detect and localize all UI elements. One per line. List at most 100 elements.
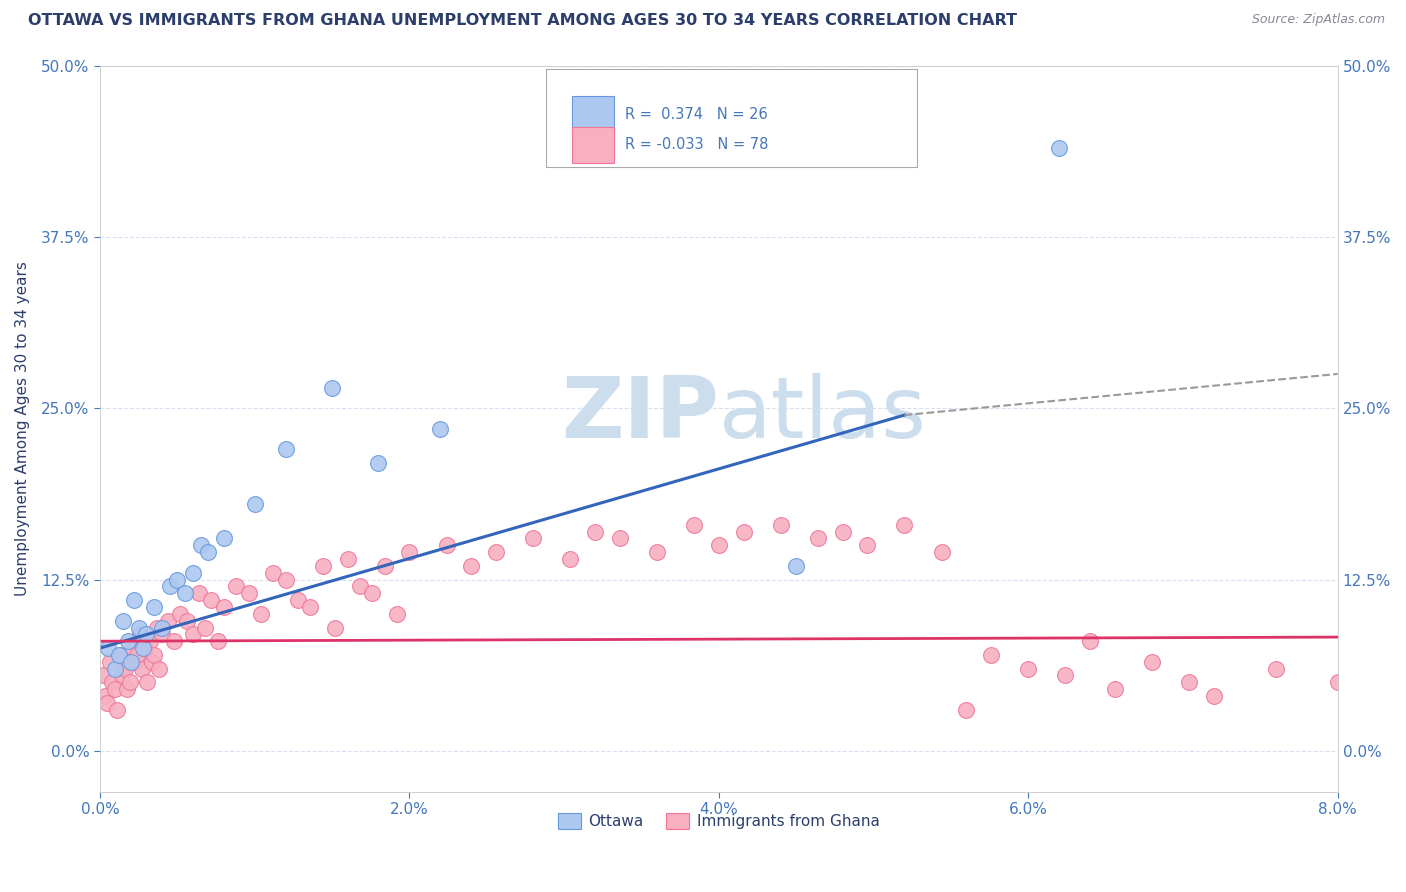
- Point: [238, 586, 260, 600]
- Text: R =  0.374   N = 26: R = 0.374 N = 26: [624, 106, 768, 121]
- Point: [200, 593, 222, 607]
- Text: atlas: atlas: [718, 373, 927, 456]
- Point: [98, 655, 121, 669]
- Point: [367, 456, 389, 470]
- Point: [157, 614, 180, 628]
- Point: [194, 620, 217, 634]
- Point: [1047, 141, 1070, 155]
- Point: [127, 648, 149, 662]
- Point: [114, 662, 136, 676]
- Y-axis label: Unemployment Among Ages 30 to 34 years: Unemployment Among Ages 30 to 34 years: [15, 261, 30, 596]
- Point: [243, 497, 266, 511]
- Text: Source: ZipAtlas.com: Source: ZipAtlas.com: [1251, 13, 1385, 27]
- Point: [856, 538, 879, 552]
- Point: [135, 627, 157, 641]
- Point: [312, 558, 335, 573]
- Point: [128, 620, 150, 634]
- Point: [1054, 668, 1077, 682]
- Point: [174, 586, 197, 600]
- Point: [274, 442, 297, 457]
- Point: [436, 538, 458, 552]
- Point: [176, 614, 198, 628]
- Point: [188, 586, 211, 600]
- Point: [336, 552, 359, 566]
- Point: [429, 422, 451, 436]
- Point: [163, 634, 186, 648]
- Point: [136, 675, 159, 690]
- Point: [785, 558, 807, 573]
- Point: [128, 627, 150, 641]
- Point: [96, 696, 118, 710]
- Point: [1326, 675, 1348, 690]
- Point: [955, 703, 977, 717]
- Point: [262, 566, 284, 580]
- Point: [807, 532, 830, 546]
- Point: [148, 662, 170, 676]
- Point: [485, 545, 508, 559]
- Point: [166, 573, 188, 587]
- Point: [349, 579, 371, 593]
- Point: [111, 668, 134, 682]
- Point: [522, 532, 544, 546]
- Point: [733, 524, 755, 539]
- Point: [385, 607, 408, 621]
- Point: [112, 614, 135, 628]
- Point: [1078, 634, 1101, 648]
- Point: [207, 634, 229, 648]
- Point: [831, 524, 853, 539]
- Point: [583, 524, 606, 539]
- Point: [707, 538, 730, 552]
- Point: [560, 552, 582, 566]
- Point: [274, 573, 297, 587]
- Point: [323, 620, 346, 634]
- Point: [94, 689, 117, 703]
- Point: [1202, 689, 1225, 703]
- Point: [361, 586, 384, 600]
- Point: [250, 607, 273, 621]
- FancyBboxPatch shape: [572, 96, 613, 132]
- Point: [104, 662, 127, 676]
- Text: ZIP: ZIP: [561, 373, 718, 456]
- Point: [124, 655, 146, 669]
- Point: [97, 641, 120, 656]
- Point: [122, 593, 145, 607]
- Point: [104, 682, 127, 697]
- Point: [117, 682, 139, 697]
- Point: [107, 648, 129, 662]
- Point: [131, 662, 153, 676]
- Point: [212, 532, 235, 546]
- Point: [120, 655, 142, 669]
- Point: [1140, 655, 1163, 669]
- Point: [169, 607, 191, 621]
- Legend: Ottawa, Immigrants from Ghana: Ottawa, Immigrants from Ghana: [551, 807, 886, 835]
- Point: [931, 545, 953, 559]
- Point: [769, 517, 792, 532]
- Point: [1104, 682, 1126, 697]
- Point: [287, 593, 309, 607]
- Point: [683, 517, 706, 532]
- Point: [645, 545, 668, 559]
- Point: [143, 599, 166, 614]
- Point: [159, 579, 181, 593]
- Point: [980, 648, 1002, 662]
- Point: [374, 558, 396, 573]
- Point: [1017, 662, 1039, 676]
- Point: [181, 566, 204, 580]
- Point: [138, 634, 160, 648]
- Point: [150, 620, 173, 634]
- FancyBboxPatch shape: [572, 127, 613, 163]
- Point: [108, 648, 131, 662]
- Point: [146, 620, 169, 634]
- FancyBboxPatch shape: [546, 70, 917, 168]
- Point: [150, 627, 173, 641]
- Point: [893, 517, 915, 532]
- Point: [460, 558, 482, 573]
- Point: [321, 381, 343, 395]
- Point: [609, 532, 631, 546]
- Point: [1264, 662, 1286, 676]
- Point: [190, 538, 212, 552]
- Point: [181, 627, 204, 641]
- Point: [225, 579, 247, 593]
- Point: [398, 545, 420, 559]
- Point: [212, 599, 235, 614]
